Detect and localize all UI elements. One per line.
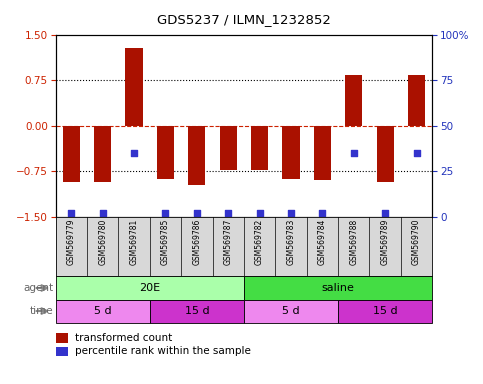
Bar — [188, 126, 205, 185]
Point — [130, 150, 138, 156]
Bar — [338, 300, 432, 323]
Bar — [220, 126, 237, 170]
Text: percentile rank within the sample: percentile rank within the sample — [75, 346, 251, 356]
Text: 15 d: 15 d — [185, 306, 209, 316]
Text: GSM569781: GSM569781 — [129, 219, 139, 265]
Text: GSM569790: GSM569790 — [412, 219, 421, 265]
Text: agent: agent — [23, 283, 53, 293]
Point — [224, 210, 232, 217]
Point — [256, 210, 264, 217]
Bar — [150, 300, 244, 323]
Bar — [251, 126, 268, 170]
Text: GSM569783: GSM569783 — [286, 219, 296, 265]
Bar — [377, 126, 394, 182]
Text: transformed count: transformed count — [75, 333, 172, 343]
Bar — [408, 75, 425, 126]
Text: 20E: 20E — [139, 283, 160, 293]
Bar — [56, 300, 150, 323]
Text: GDS5237 / ILMN_1232852: GDS5237 / ILMN_1232852 — [157, 13, 331, 26]
Text: 5 d: 5 d — [94, 306, 112, 316]
Bar — [63, 126, 80, 182]
Point — [99, 210, 107, 217]
Text: GSM569782: GSM569782 — [255, 219, 264, 265]
Text: 15 d: 15 d — [373, 306, 398, 316]
Text: GSM569786: GSM569786 — [192, 219, 201, 265]
Point — [161, 210, 170, 217]
Bar — [283, 126, 299, 179]
Point — [193, 210, 201, 217]
Text: saline: saline — [322, 283, 355, 293]
Text: GSM569787: GSM569787 — [224, 219, 233, 265]
Point — [350, 150, 357, 156]
Text: GSM569788: GSM569788 — [349, 219, 358, 265]
Text: GSM569784: GSM569784 — [318, 219, 327, 265]
Point — [68, 210, 75, 217]
Text: GSM569785: GSM569785 — [161, 219, 170, 265]
Text: time: time — [29, 306, 53, 316]
Bar — [244, 300, 338, 323]
Bar — [157, 126, 174, 179]
Bar — [314, 126, 331, 180]
Bar — [94, 126, 111, 182]
Text: 5 d: 5 d — [282, 306, 300, 316]
Point — [412, 150, 420, 156]
Point — [382, 210, 389, 217]
Point — [319, 210, 327, 217]
Bar — [244, 276, 432, 300]
Text: GSM569780: GSM569780 — [98, 219, 107, 265]
Bar — [345, 75, 362, 126]
Bar — [56, 276, 244, 300]
Point — [287, 210, 295, 217]
Text: GSM569789: GSM569789 — [381, 219, 390, 265]
Text: GSM569779: GSM569779 — [67, 219, 76, 265]
Bar — [126, 48, 142, 126]
